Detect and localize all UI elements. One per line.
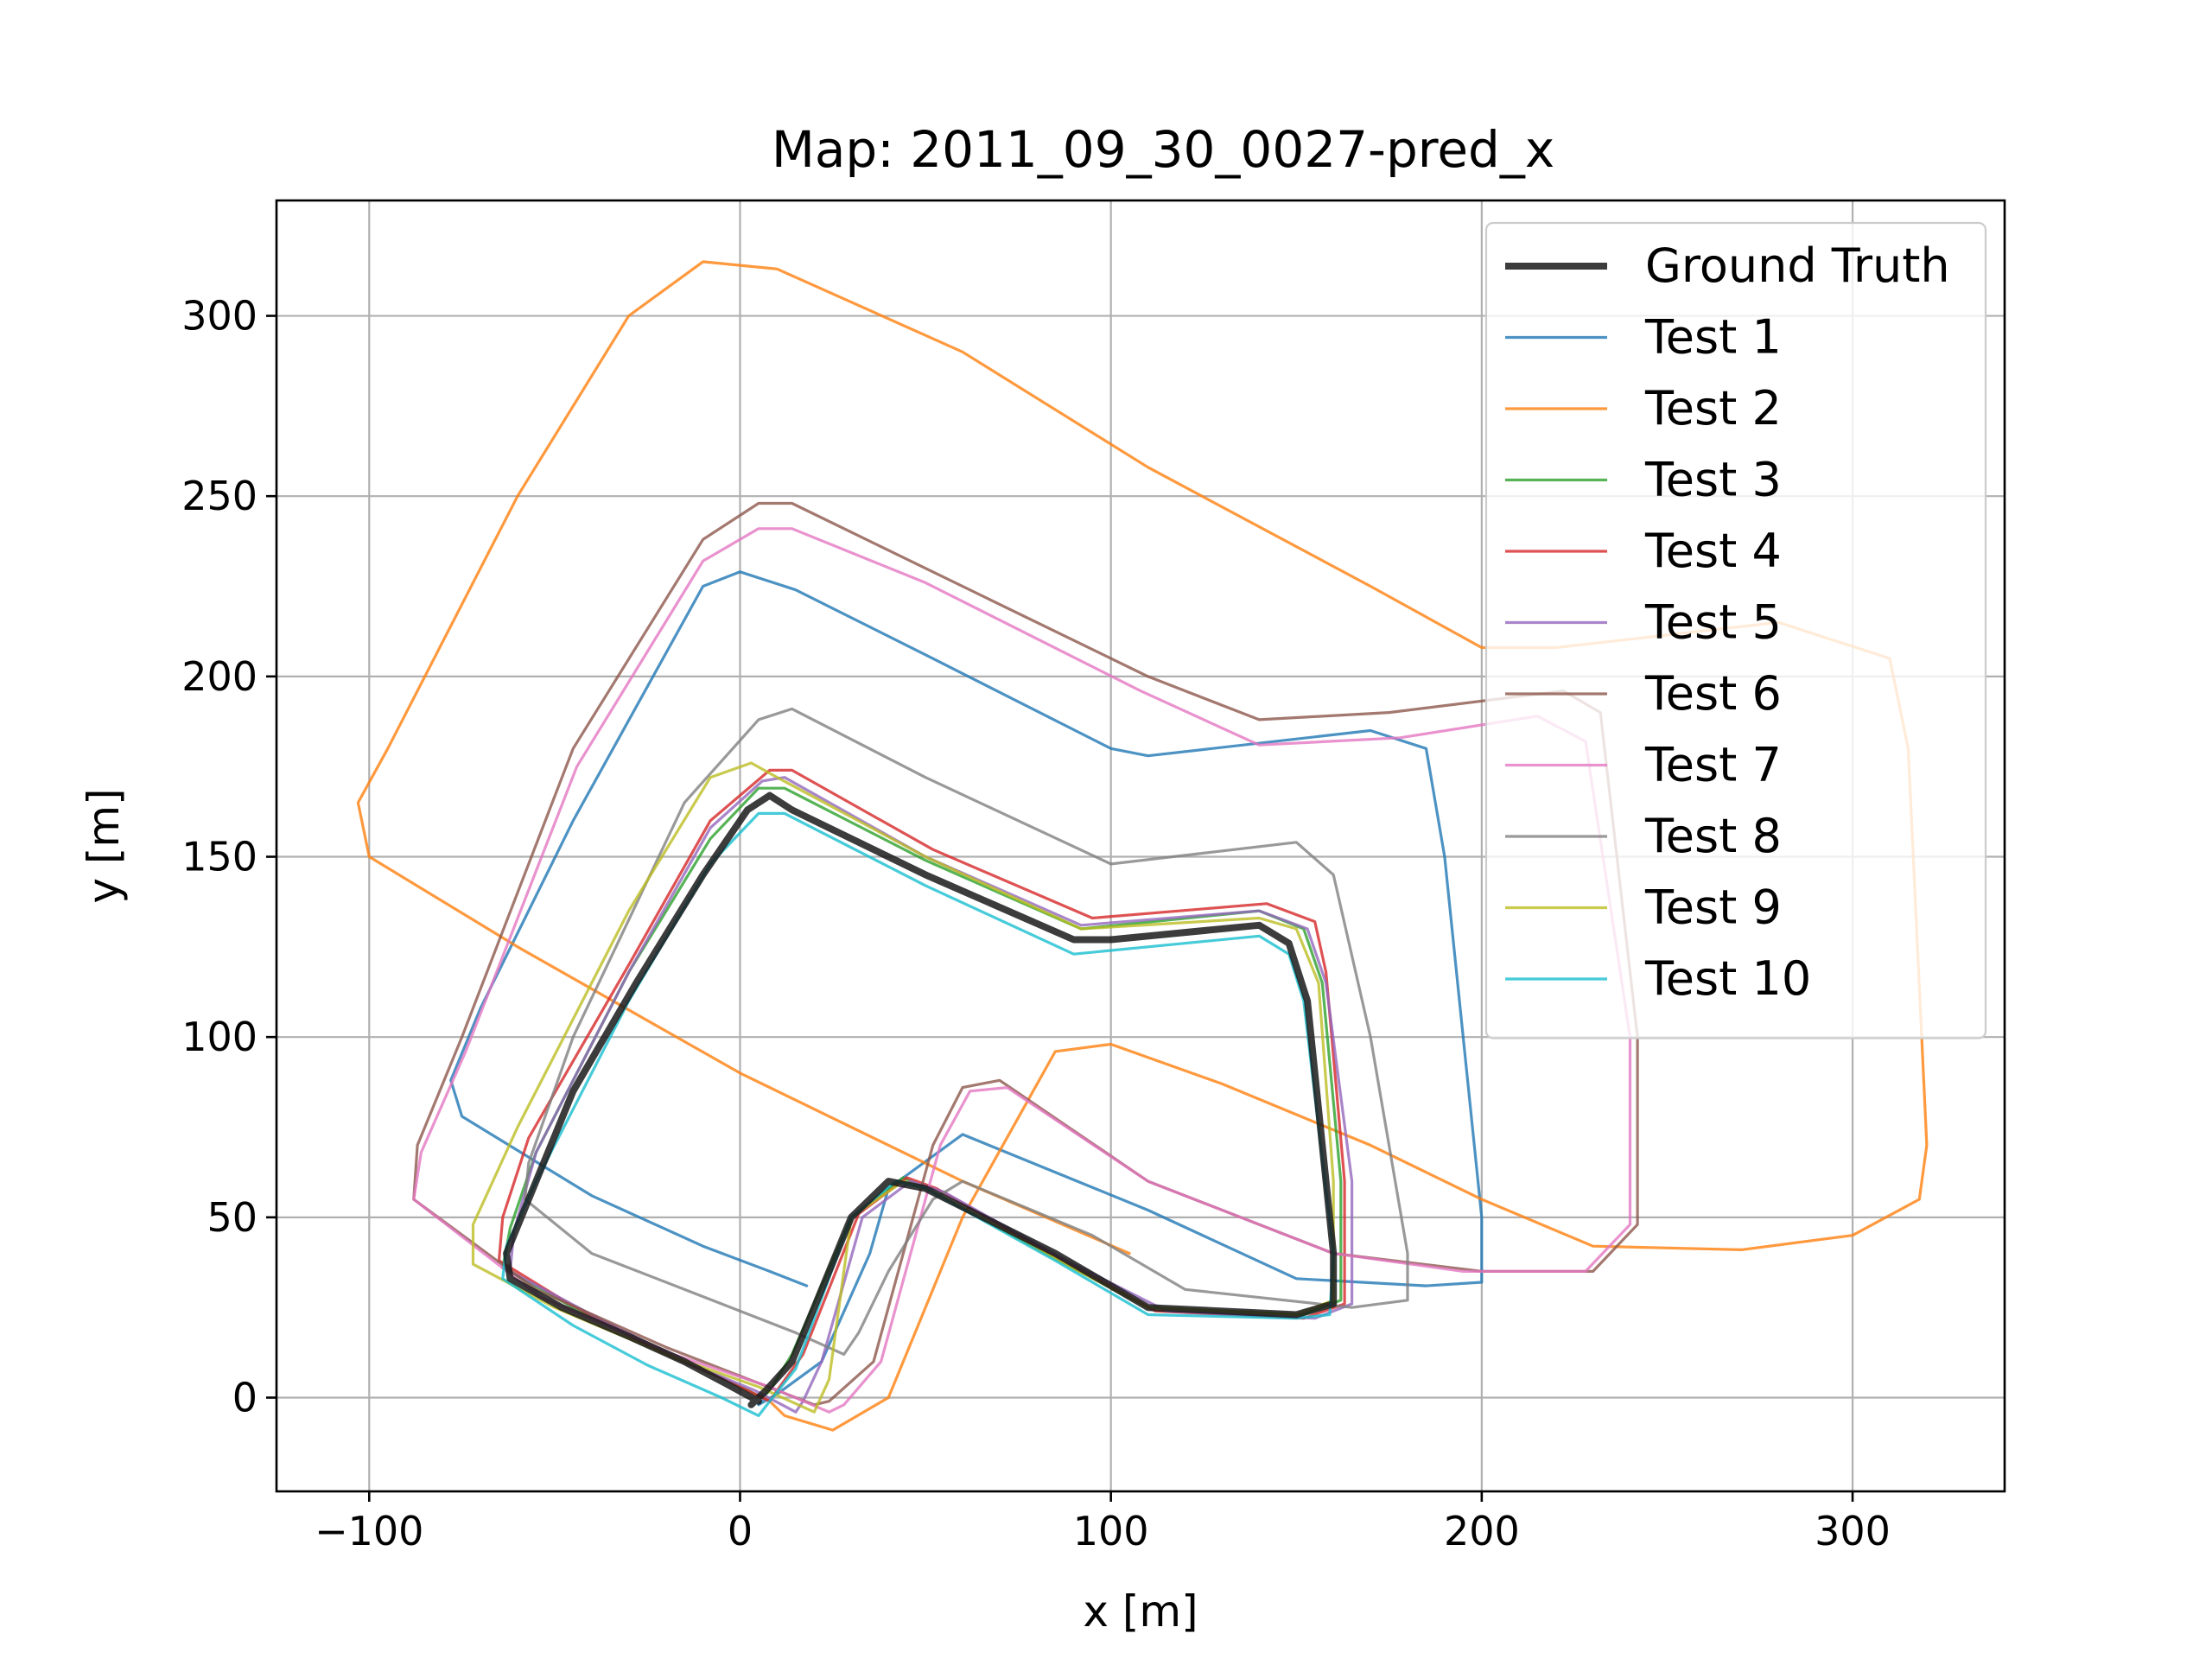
series-line-test-6 <box>412 501 1639 1407</box>
legend-label: Test 1 <box>1644 310 1782 365</box>
chart-title: Map: 2011_09_30_0027-pred_x <box>772 120 1554 179</box>
series-line-test-4 <box>497 768 1346 1403</box>
legend-label: Test 10 <box>1644 951 1811 1006</box>
legend-label: Test 8 <box>1644 809 1782 863</box>
legend: Ground Truth Test 1 Test 2 Test 3 Test 4 Test… <box>1484 221 1987 1039</box>
legend-label: Test 2 <box>1644 381 1782 435</box>
x-tick-label: 300 <box>1815 1508 1891 1554</box>
y-axis-label: y [m] <box>79 788 129 903</box>
legend-label: Test 9 <box>1644 880 1782 935</box>
legend-label: Test 3 <box>1644 453 1782 507</box>
y-tick-label: 200 <box>181 653 257 700</box>
y-tick-label: 150 <box>181 834 257 880</box>
series-line-ground-truth <box>503 791 1338 1408</box>
y-tick-label: 100 <box>181 1014 257 1060</box>
y-tick-label: 0 <box>232 1374 257 1421</box>
legend-label: Ground Truth <box>1645 238 1950 293</box>
x-tick-label: 100 <box>1073 1508 1149 1554</box>
legend-label: Test 5 <box>1644 595 1782 650</box>
series-line-test-1 <box>449 570 1484 1407</box>
x-tick-label: −100 <box>315 1508 423 1554</box>
legend-label: Test 7 <box>1644 738 1782 792</box>
axis-ticks: −100 0 100 200 300 0 50 100 150 200 250 300 <box>181 293 1891 1554</box>
x-tick-label: 0 <box>728 1508 753 1554</box>
y-tick-label: 250 <box>181 473 257 519</box>
y-tick-label: 50 <box>207 1194 257 1241</box>
series-line-test-7 <box>412 527 1632 1414</box>
legend-box <box>1484 221 1987 1039</box>
legend-label: Test 4 <box>1644 524 1782 578</box>
axes-frame <box>275 199 2006 1493</box>
legend-label: Test 6 <box>1644 666 1782 721</box>
y-tick-label: 300 <box>181 293 257 340</box>
x-axis-label: x [m] <box>1083 1586 1198 1637</box>
x-tick-label: 200 <box>1444 1508 1520 1554</box>
